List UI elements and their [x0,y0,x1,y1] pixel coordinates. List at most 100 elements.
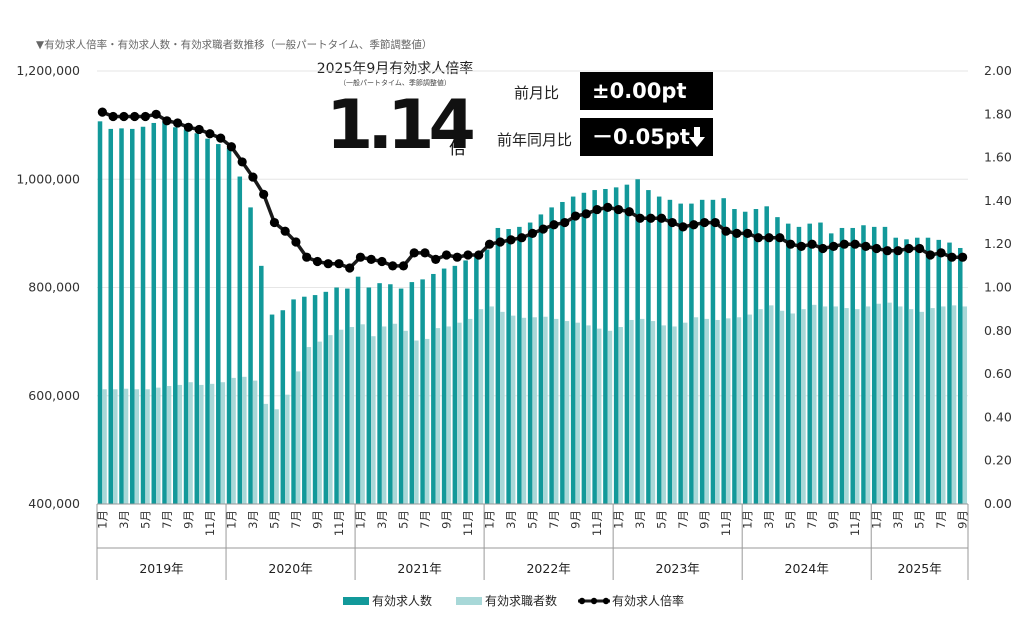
ratio-point [742,228,753,238]
ratio-point [732,228,742,238]
yoy-label: 前年同月比 [497,131,573,149]
ratio-point [366,254,376,264]
ratio-point [248,172,258,182]
ratio-point [936,248,946,258]
bar-seekers [500,311,505,504]
bar-seekers [844,308,849,504]
bar-openings [506,229,511,505]
ratio-point [581,209,591,219]
year-label: 2022年 [526,561,570,576]
year-label: 2019年 [139,561,183,576]
bar-openings [775,217,780,504]
bar-openings [581,192,587,504]
bar-openings [893,237,898,504]
ratio-point [646,213,656,223]
bar-openings [130,128,135,504]
bar-seekers [134,389,140,504]
month-tick-label: 1月 [612,510,626,529]
ratio-point [334,259,344,269]
ratio-point [818,243,828,254]
bar-openings [388,284,393,504]
ratio-point [517,233,527,243]
chart-subtitle: ▼有効求人倍率・有効求人数・有効求職者数推移（一般パートタイム、季節調整値） [36,39,433,51]
bar-seekers [876,303,882,504]
left-axis-tick-label: 600,000 [28,388,80,403]
bar-openings [463,260,468,504]
legend-swatch-ratio [578,597,610,605]
arrow-down-icon [689,127,705,147]
bar-seekers [801,309,806,504]
left-axis-tick-label: 1,200,000 [16,63,80,78]
month-tick-label: 1月 [224,510,238,529]
bar-openings [764,206,769,504]
month-tick-label: 1月 [741,510,755,529]
bar-seekers [166,386,172,504]
bar-openings [119,128,124,504]
bar-seekers [629,319,634,504]
month-tick-label: 5月 [138,510,152,529]
bar-seekers [156,387,161,504]
ratio-point [162,116,172,126]
ratio-point [689,220,699,230]
bar-openings [656,196,662,504]
bar-openings [957,247,963,504]
bar-openings [710,199,716,504]
year-label: 2021年 [397,561,441,576]
ratio-point [97,107,107,117]
year-label: 2024年 [785,561,829,576]
bar-seekers [596,328,602,504]
ratio-point [377,256,387,267]
bar-openings [753,209,759,505]
bar-openings [904,239,909,505]
bar-seekers [693,317,699,504]
month-tick-label: 7月 [418,510,432,529]
ratio-point [667,217,677,228]
ratio-point [775,233,785,243]
bar-seekers [919,311,925,504]
bar-seekers [543,316,548,504]
ratio-point [388,261,398,271]
ratio-point [678,222,688,232]
bar-openings [538,214,544,504]
month-tick-label: 5月 [267,510,281,529]
bar-openings [269,314,275,504]
ratio-point [173,118,183,128]
bar-openings [667,199,673,504]
bar-seekers [768,305,774,504]
bar-openings [237,176,243,504]
bar-seekers [467,318,473,504]
ratio-point [441,250,452,260]
ratio-point [312,256,323,267]
ratio-point [710,217,720,228]
month-tick-label: 5月 [913,510,927,529]
bar-openings [280,310,286,504]
ratio-point [828,241,839,251]
ratio-point [538,224,548,234]
month-tick-label: 11月 [719,510,733,536]
ratio-point [506,235,516,245]
ratio-point [699,217,710,228]
month-tick-label: 3月 [891,510,905,529]
bar-openings [409,282,415,504]
mom-value: ±0.00pt [592,79,687,103]
ratio-point [861,241,871,251]
ratio-point [549,220,559,230]
month-tick-label: 5月 [396,510,410,529]
bar-seekers [758,309,763,504]
ratio-point [893,246,903,256]
month-tick-label: 11月 [461,510,475,536]
bar-openings [871,226,877,504]
bar-seekers [177,384,183,504]
bar-seekers [779,310,785,504]
bar-openings [291,299,296,504]
bar-openings [549,207,554,504]
ratio-point [183,122,194,132]
bar-seekers [328,335,333,504]
month-tick-label: 5月 [655,510,669,529]
bar-seekers [145,389,150,504]
bar-seekers [704,318,709,504]
bar-seekers [833,306,838,504]
right-axis-tick-label: 0.60 [984,366,1012,381]
bar-openings [560,201,565,505]
